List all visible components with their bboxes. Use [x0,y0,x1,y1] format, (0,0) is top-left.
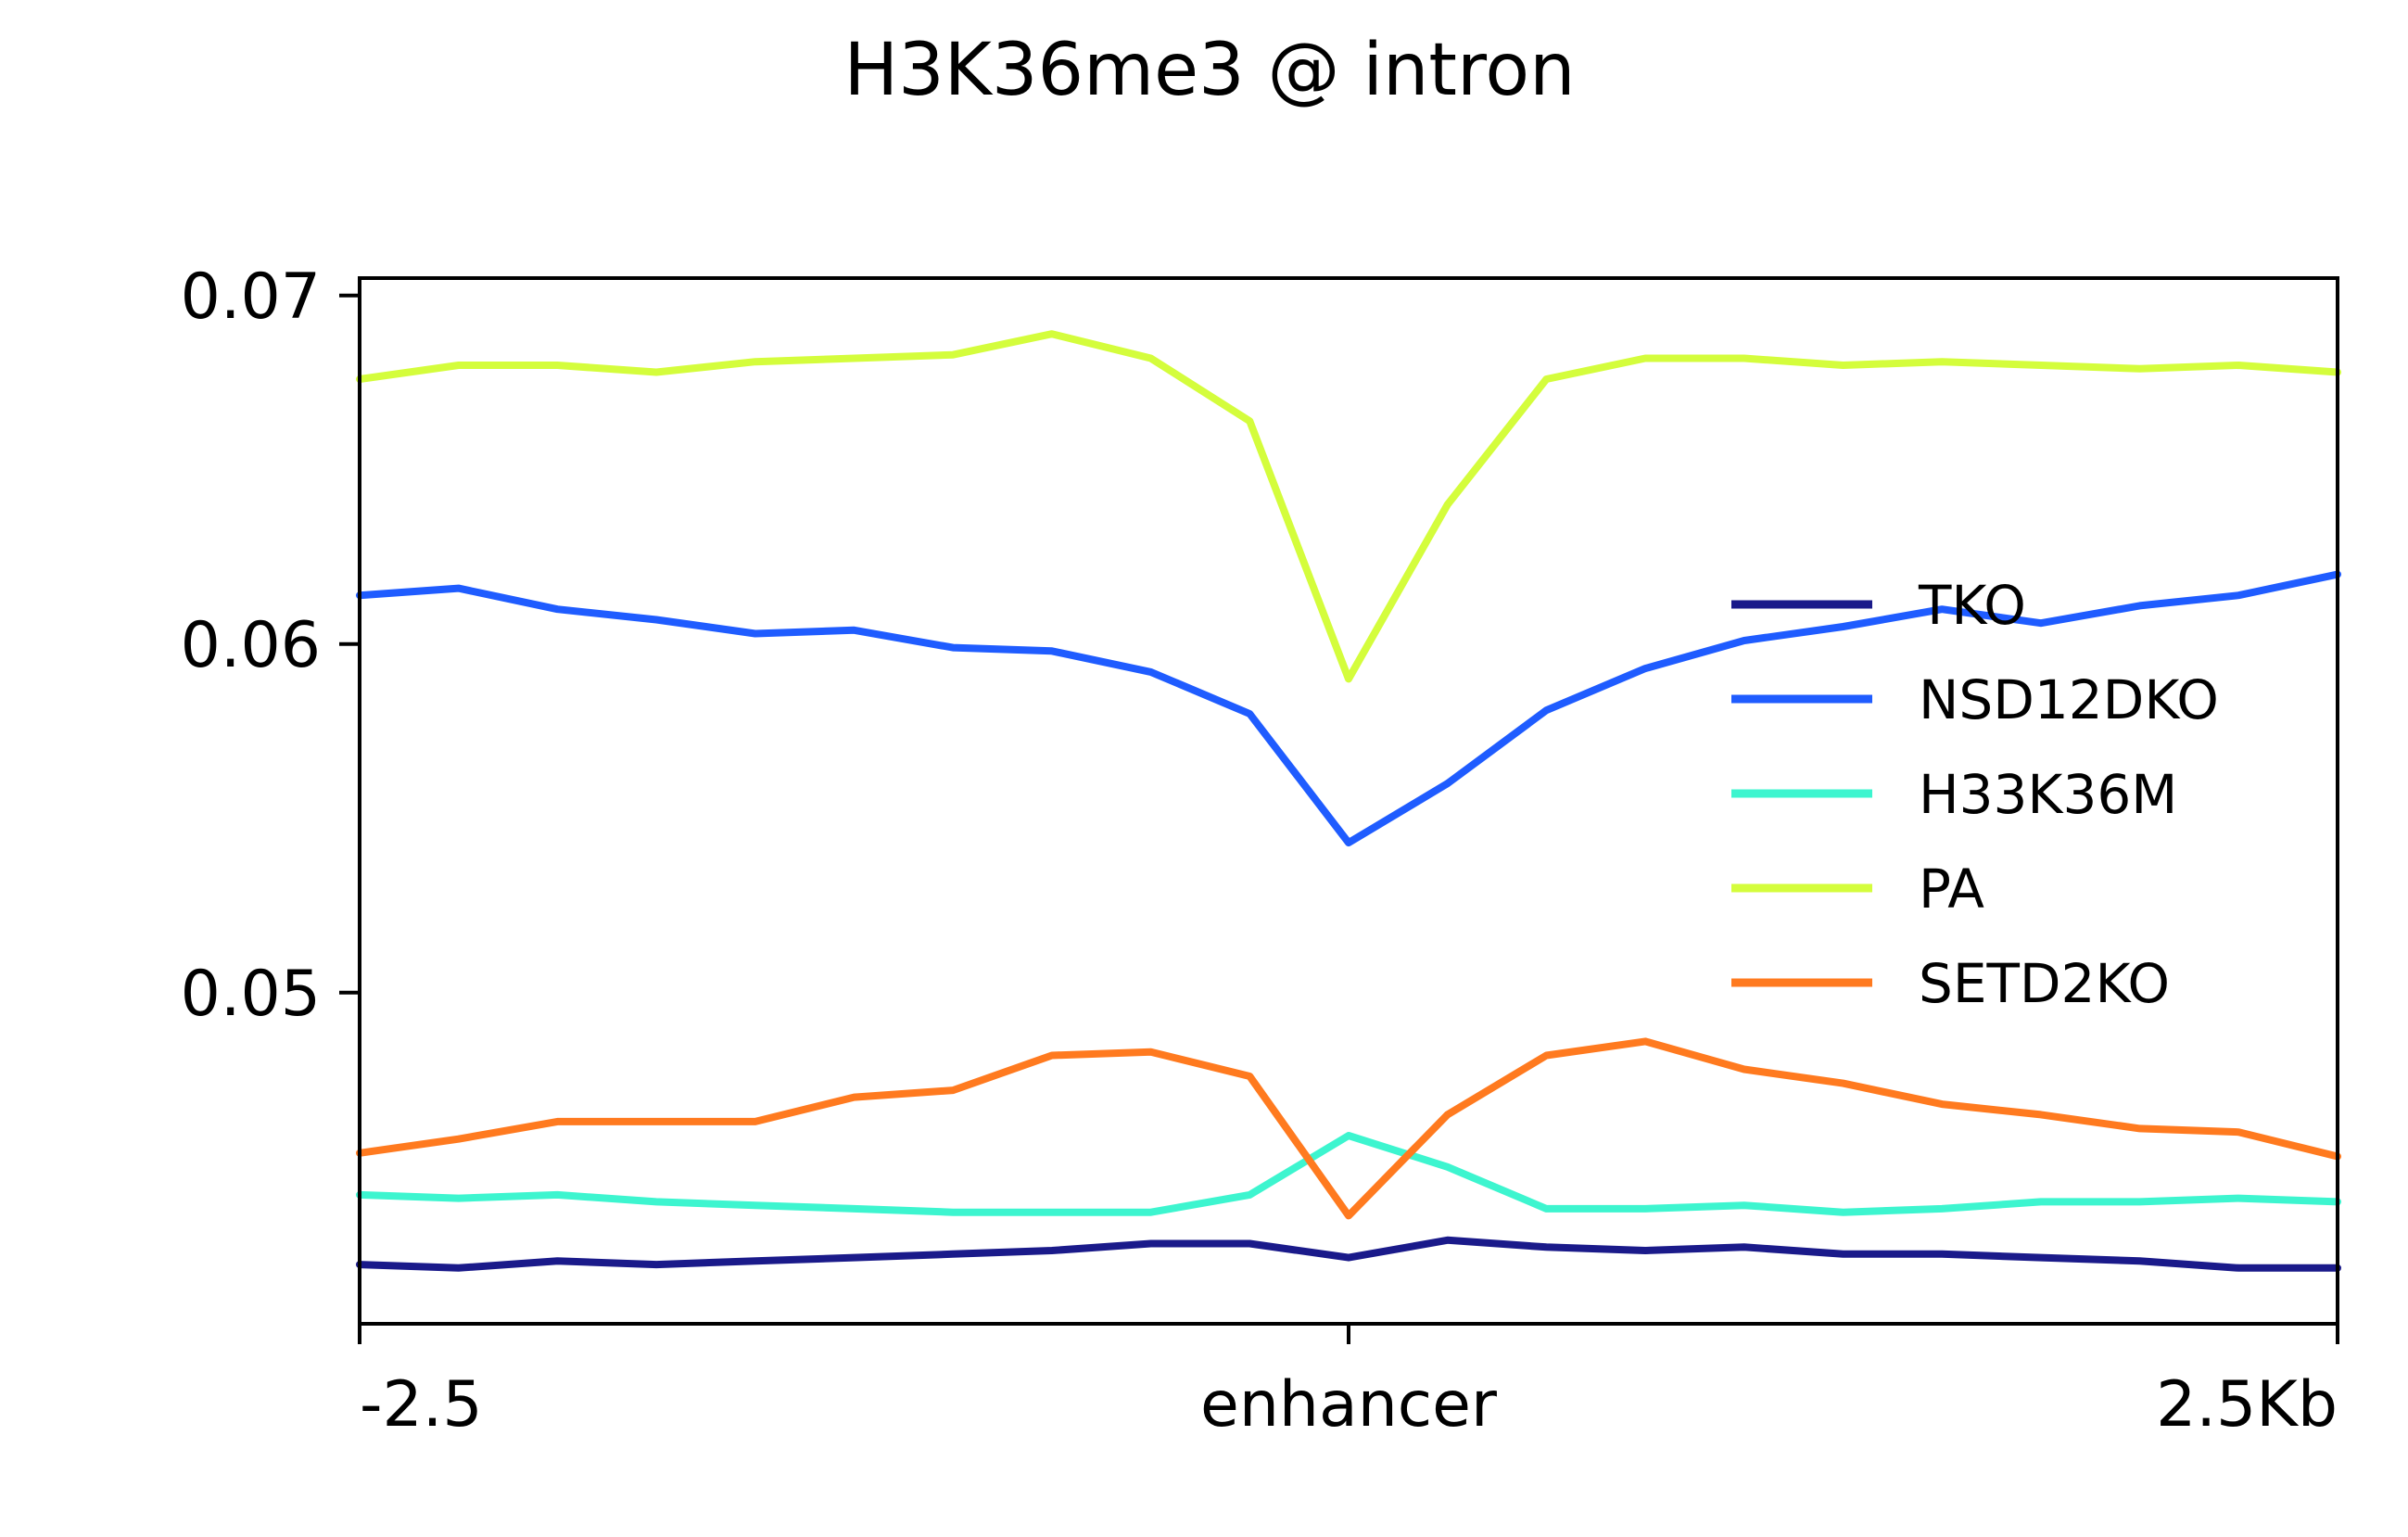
legend-label-setd2ko: SETD2KO [1919,952,2170,1015]
series-line-pa [356,330,2341,683]
legend-label-pa: PA [1919,857,1984,921]
y-tick-label: 0.07 [181,260,321,334]
legend: TKO NSD12DKO H33K36M PA SETD2KO [1731,574,2219,1015]
series-line-h33k36m [356,1132,2341,1216]
x-tick-label: 2.5Kb [2156,1368,2338,1442]
x-axis: -2.5 enhancer 2.5Kb [358,1324,2339,1442]
legend-label-tko: TKO [1918,574,2026,637]
series-lines [356,330,2341,1272]
y-tick-label: 0.06 [181,609,321,682]
legend-label-nsd12dko: NSD12DKO [1919,668,2219,731]
series-line-nsd12dko [356,570,2341,847]
series-line-tko [356,1236,2341,1272]
y-tick-label: 0.05 [181,958,321,1031]
legend-label-h33k36m: H33K36M [1919,763,2177,826]
chart-title: H3K36me3 @ intron [843,29,1575,112]
series-line-setd2ko [356,1037,2341,1220]
x-tick-label: enhancer [1200,1368,1497,1442]
x-tick-label: -2.5 [360,1368,483,1442]
y-axis: 0.05 0.06 0.07 [181,260,360,1031]
